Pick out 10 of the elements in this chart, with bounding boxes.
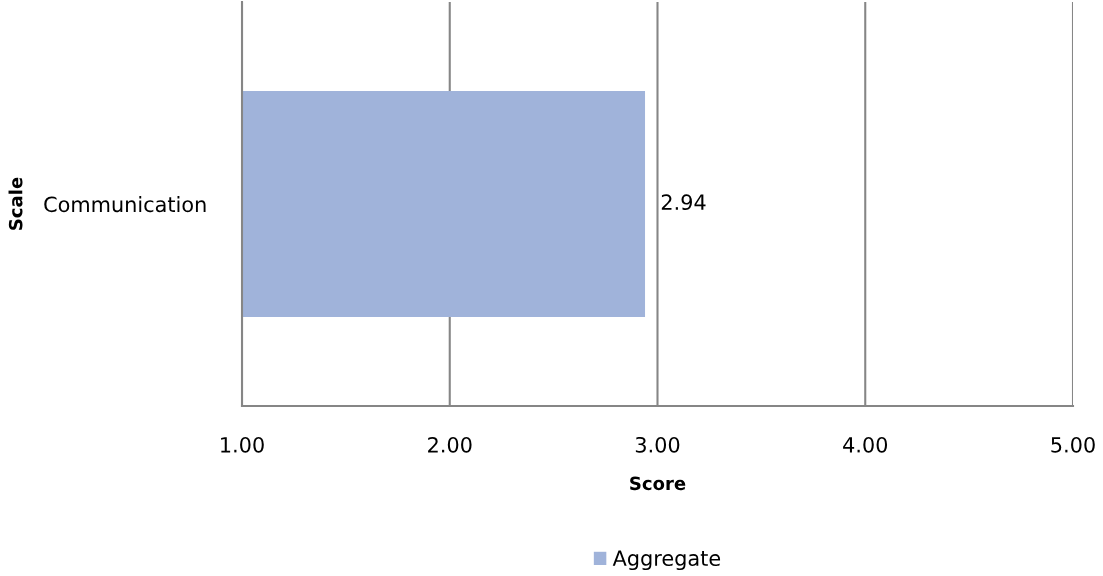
x-tick-label: 5.00	[1051, 436, 1095, 453]
x-axis-title: Score	[630, 476, 686, 491]
x-tick-label: 4.00	[843, 436, 888, 453]
y-axis-title: Scale	[8, 177, 23, 230]
x-tick-label: 3.00	[635, 436, 680, 453]
y-tick-label: Communication	[44, 196, 206, 213]
legend-label: Aggregate	[612, 550, 721, 571]
x-tick-label: 1.00	[221, 436, 264, 453]
data-label: 2.94	[661, 194, 706, 211]
x-tick-label: 2.00	[428, 436, 472, 453]
